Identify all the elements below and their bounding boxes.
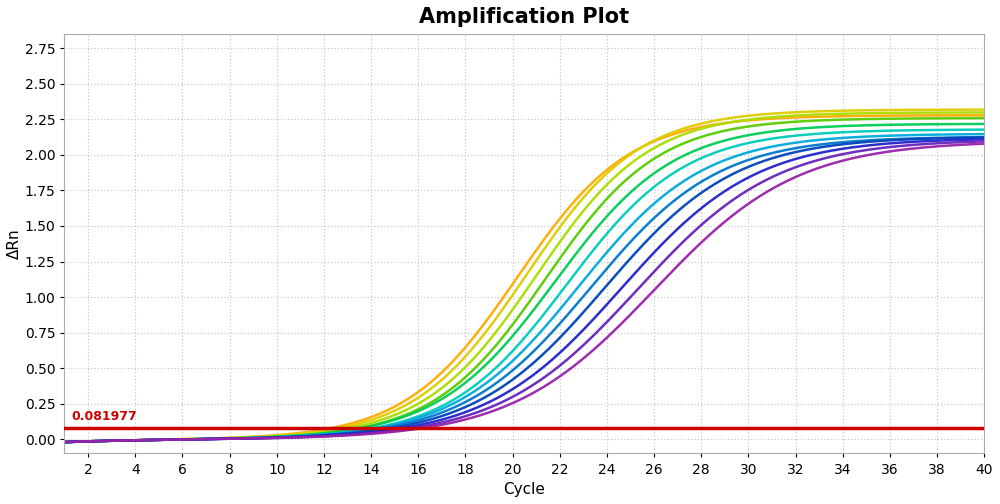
Text: 0.081977: 0.081977 (72, 410, 137, 423)
Y-axis label: ΔRn: ΔRn (7, 228, 22, 259)
Title: Amplification Plot: Amplification Plot (419, 7, 629, 27)
X-axis label: Cycle: Cycle (503, 482, 545, 497)
